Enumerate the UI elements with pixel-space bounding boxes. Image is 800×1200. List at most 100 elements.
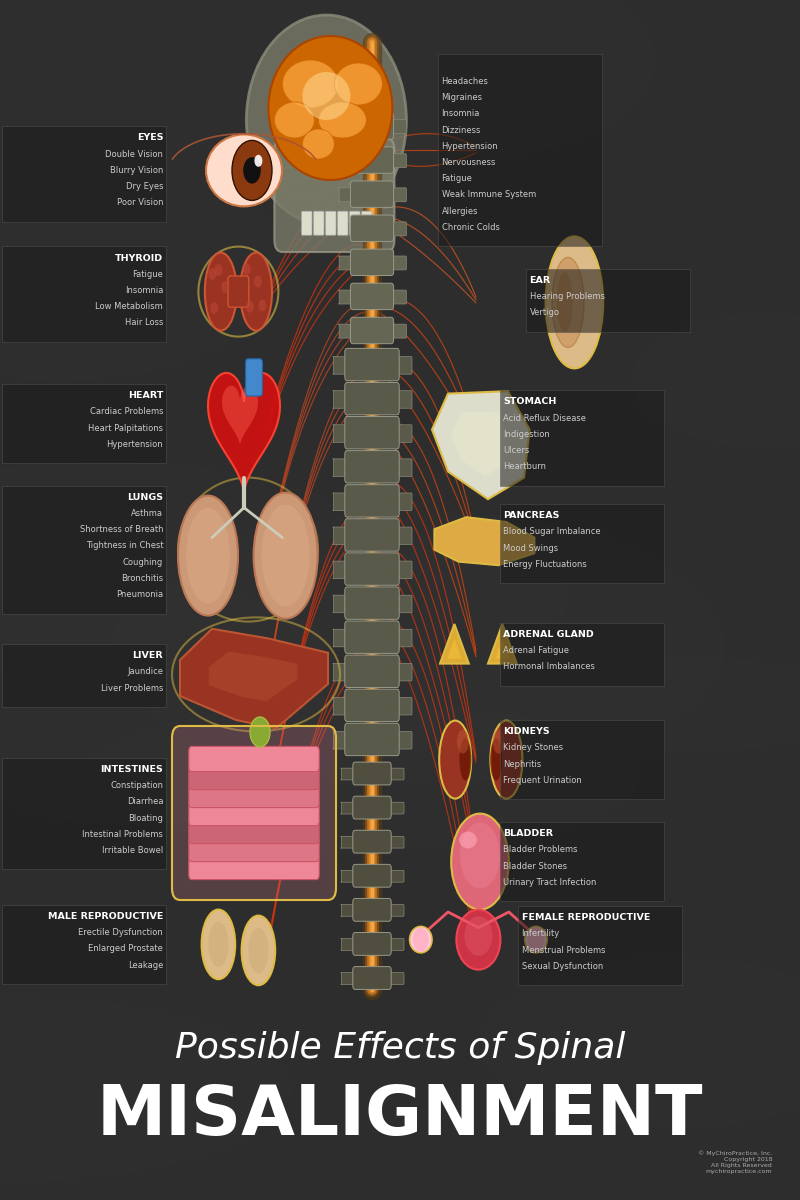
- FancyBboxPatch shape: [388, 768, 404, 780]
- Text: Adrenal Fatigue: Adrenal Fatigue: [503, 646, 570, 655]
- Text: Weak Immune System: Weak Immune System: [442, 191, 536, 199]
- Ellipse shape: [464, 917, 492, 955]
- Ellipse shape: [246, 14, 406, 226]
- Circle shape: [254, 155, 262, 167]
- FancyBboxPatch shape: [341, 768, 355, 780]
- Circle shape: [528, 928, 544, 952]
- FancyBboxPatch shape: [2, 384, 166, 463]
- Text: Erectile Dysfunction: Erectile Dysfunction: [78, 929, 163, 937]
- Text: Urinary Tract Infection: Urinary Tract Infection: [503, 878, 597, 887]
- Circle shape: [258, 300, 266, 312]
- Circle shape: [246, 301, 254, 313]
- FancyBboxPatch shape: [341, 803, 355, 814]
- Circle shape: [210, 302, 218, 314]
- Text: Possible Effects of Spinal: Possible Effects of Spinal: [175, 1031, 625, 1064]
- FancyBboxPatch shape: [345, 450, 399, 482]
- Text: Constipation: Constipation: [110, 781, 163, 791]
- Text: Diarrhea: Diarrhea: [126, 797, 163, 806]
- FancyBboxPatch shape: [388, 803, 404, 814]
- Text: Migraines: Migraines: [442, 94, 482, 102]
- FancyBboxPatch shape: [396, 391, 412, 408]
- Text: Leakage: Leakage: [128, 960, 163, 970]
- FancyBboxPatch shape: [338, 211, 348, 235]
- Text: Bladder Problems: Bladder Problems: [503, 846, 578, 854]
- FancyBboxPatch shape: [353, 797, 391, 818]
- Text: Poor Vision: Poor Vision: [117, 198, 163, 208]
- Text: Irritable Bowel: Irritable Bowel: [102, 846, 163, 856]
- Ellipse shape: [202, 910, 235, 979]
- FancyBboxPatch shape: [390, 222, 406, 236]
- FancyBboxPatch shape: [345, 383, 399, 415]
- Ellipse shape: [318, 102, 366, 138]
- FancyBboxPatch shape: [350, 250, 394, 276]
- FancyBboxPatch shape: [189, 746, 319, 772]
- FancyBboxPatch shape: [333, 425, 347, 443]
- Circle shape: [242, 263, 250, 275]
- FancyBboxPatch shape: [396, 562, 412, 578]
- FancyBboxPatch shape: [396, 425, 412, 443]
- Text: Bronchitis: Bronchitis: [121, 574, 163, 583]
- Text: © MyChiroPractice, Inc.
Copyright 2018
All Rights Reserved
mychiropractice.com: © MyChiroPractice, Inc. Copyright 2018 A…: [698, 1151, 772, 1174]
- Text: Nephritis: Nephritis: [503, 760, 542, 769]
- Text: Blurry Vision: Blurry Vision: [110, 166, 163, 175]
- FancyBboxPatch shape: [228, 276, 249, 307]
- Text: Fatigue: Fatigue: [442, 174, 473, 184]
- FancyBboxPatch shape: [353, 967, 391, 989]
- FancyBboxPatch shape: [345, 416, 399, 449]
- Ellipse shape: [410, 926, 432, 953]
- FancyBboxPatch shape: [246, 359, 262, 396]
- FancyBboxPatch shape: [345, 553, 399, 586]
- Ellipse shape: [0, 580, 360, 826]
- Text: LIVER: LIVER: [133, 652, 163, 660]
- FancyBboxPatch shape: [189, 800, 319, 826]
- FancyBboxPatch shape: [341, 938, 355, 950]
- Text: Kidney Stones: Kidney Stones: [503, 743, 563, 752]
- Ellipse shape: [294, 536, 568, 661]
- Ellipse shape: [208, 922, 229, 967]
- FancyBboxPatch shape: [333, 493, 347, 510]
- FancyBboxPatch shape: [500, 720, 664, 799]
- Ellipse shape: [557, 272, 573, 332]
- Polygon shape: [209, 652, 298, 701]
- Text: Mood Swings: Mood Swings: [503, 544, 558, 552]
- FancyBboxPatch shape: [338, 120, 353, 133]
- Text: Heart Palpitations: Heart Palpitations: [88, 424, 163, 432]
- Polygon shape: [440, 624, 469, 664]
- FancyBboxPatch shape: [189, 836, 319, 862]
- FancyBboxPatch shape: [345, 348, 399, 380]
- FancyBboxPatch shape: [390, 120, 406, 133]
- FancyBboxPatch shape: [189, 764, 319, 790]
- Text: EAR: EAR: [530, 276, 550, 284]
- FancyBboxPatch shape: [189, 782, 319, 808]
- FancyBboxPatch shape: [388, 938, 404, 950]
- Ellipse shape: [552, 257, 584, 348]
- FancyBboxPatch shape: [390, 188, 406, 202]
- Ellipse shape: [186, 967, 591, 1105]
- Ellipse shape: [334, 62, 382, 104]
- Ellipse shape: [0, 523, 374, 698]
- FancyBboxPatch shape: [333, 527, 347, 545]
- Text: Hypertension: Hypertension: [442, 142, 498, 151]
- FancyBboxPatch shape: [338, 154, 353, 168]
- Text: Chronic Colds: Chronic Colds: [442, 223, 499, 232]
- FancyBboxPatch shape: [396, 527, 412, 545]
- Text: Bloating: Bloating: [128, 814, 163, 823]
- FancyBboxPatch shape: [333, 732, 347, 749]
- Ellipse shape: [205, 253, 237, 330]
- FancyBboxPatch shape: [390, 256, 406, 270]
- FancyBboxPatch shape: [341, 905, 355, 917]
- Circle shape: [232, 140, 272, 200]
- Circle shape: [222, 281, 230, 293]
- Ellipse shape: [250, 716, 270, 746]
- Text: Hypertension: Hypertension: [106, 439, 163, 449]
- Text: Enlarged Prostate: Enlarged Prostate: [88, 944, 163, 953]
- FancyBboxPatch shape: [362, 211, 372, 235]
- FancyBboxPatch shape: [353, 830, 391, 853]
- Text: Jaundice: Jaundice: [127, 667, 163, 677]
- FancyBboxPatch shape: [333, 562, 347, 578]
- Text: Allergies: Allergies: [442, 206, 478, 216]
- Text: Tightness in Chest: Tightness in Chest: [86, 541, 163, 551]
- Text: Heartburn: Heartburn: [503, 462, 546, 472]
- Ellipse shape: [282, 60, 338, 108]
- FancyBboxPatch shape: [333, 697, 347, 715]
